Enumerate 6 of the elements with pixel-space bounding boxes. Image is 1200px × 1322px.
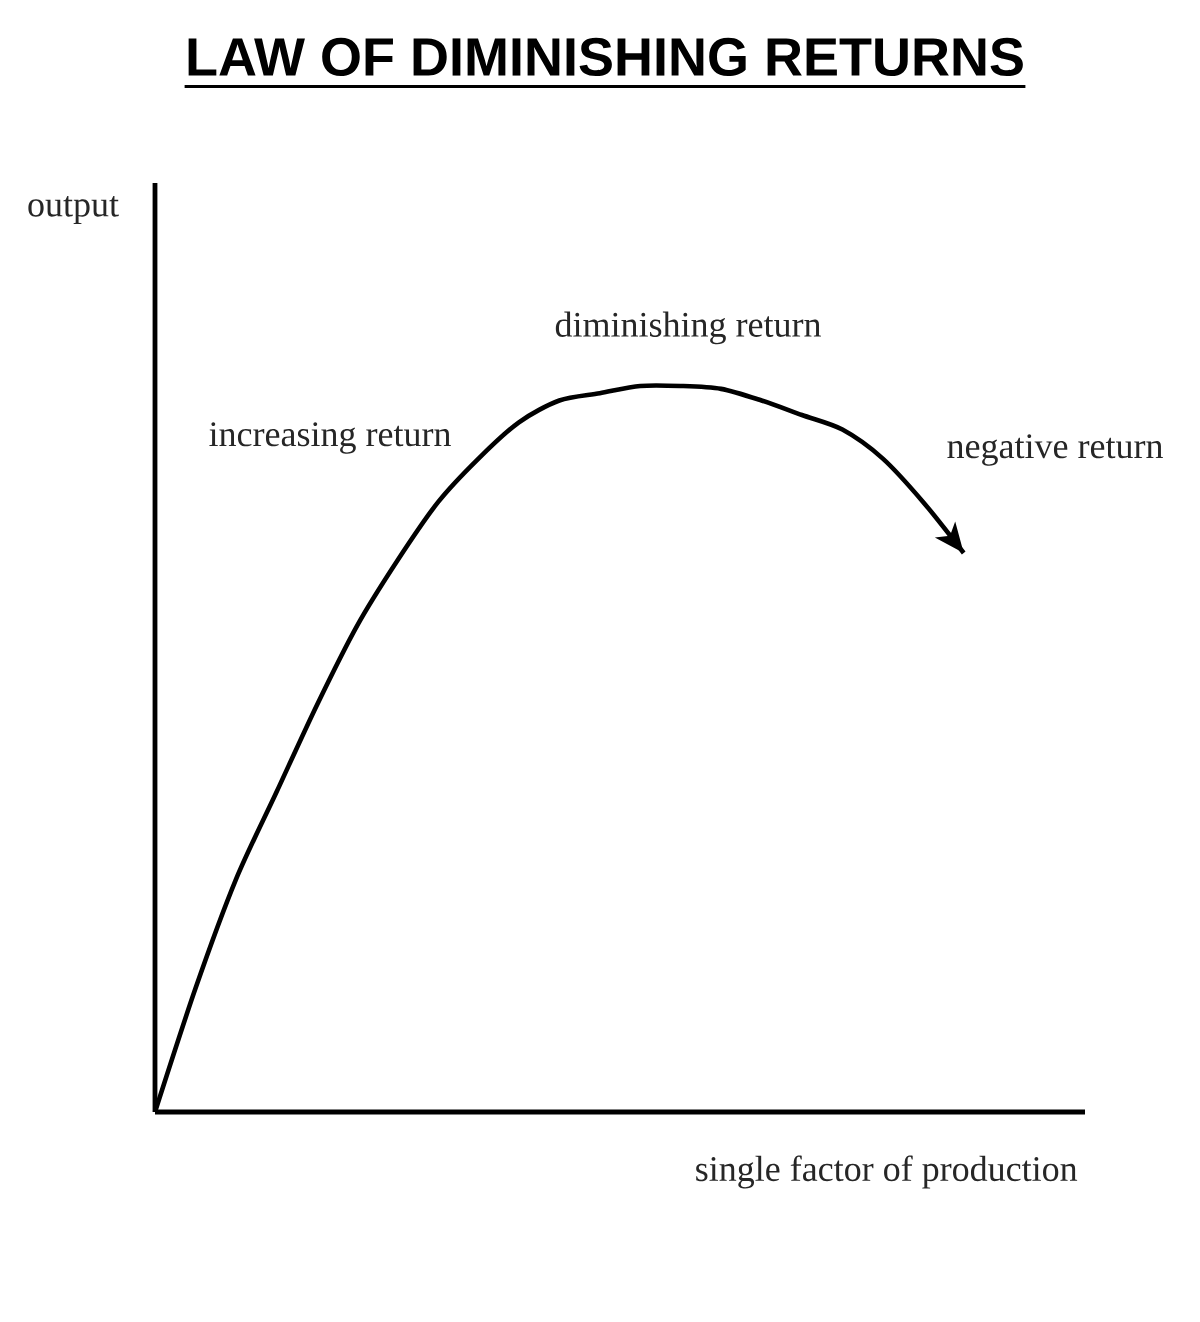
annotation: increasing return	[209, 422, 451, 454]
text: diminishing return	[555, 311, 821, 345]
chart-title: LAW OF DIMINISHING RETURNS	[188, 37, 1023, 77]
annotation: negative return	[947, 434, 1163, 466]
x-axis-title: single factor of production	[696, 1155, 1078, 1189]
y-axis-title: output	[28, 196, 119, 224]
